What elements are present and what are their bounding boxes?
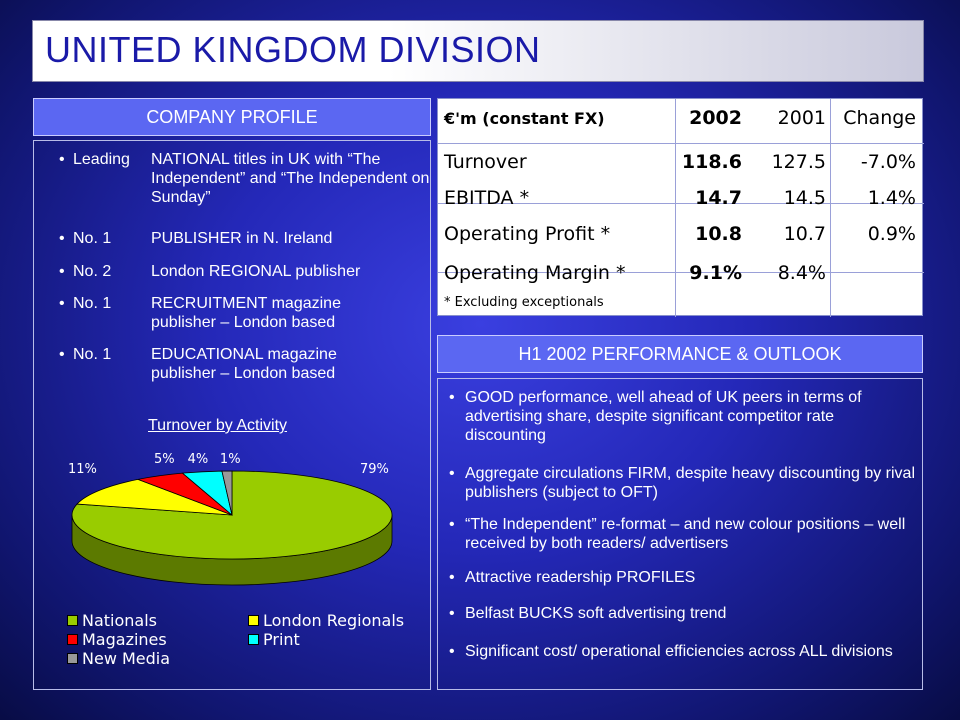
table-cell-2002: 118.6 — [681, 151, 742, 173]
table-footnote: * Excluding exceptionals — [444, 295, 604, 310]
table-cell-change: 0.9% — [867, 223, 916, 245]
legend-item-nationals: Nationals — [67, 611, 157, 630]
legend-swatch — [67, 634, 78, 645]
table-cell-2001: 14.5 — [783, 187, 826, 209]
table-cell-2001: 127.5 — [771, 151, 826, 173]
outlook-bullet: • Aggregate circulations FIRM, despite he… — [449, 465, 915, 501]
profile-bullet: • Leading NATIONAL titles in UK with “Th… — [59, 151, 430, 206]
table-cell-2001: 10.7 — [783, 223, 826, 245]
table-header-2001: 2001 — [777, 107, 826, 129]
company-profile-header: COMPANY PROFILE — [33, 98, 431, 136]
table-cell-change: -7.0% — [860, 151, 916, 173]
outlook-bullet: • Belfast BUCKS soft advertising trend — [449, 605, 727, 622]
table-header-2002: 2002 — [689, 107, 742, 129]
company-profile-panel — [33, 140, 431, 690]
title-bar: UNITED KINGDOM DIVISION — [32, 20, 924, 82]
pie-label-print: 4% — [188, 452, 209, 467]
slide-title: UNITED KINGDOM DIVISION — [45, 29, 541, 70]
table-row-label: Operating Profit * — [444, 223, 611, 245]
legend-swatch — [248, 615, 259, 626]
legend-item-print: Print — [248, 630, 300, 649]
outlook-bullet: • Significant cost/ operational efficienc… — [449, 643, 893, 660]
pie-slice-london-regionals — [76, 478, 233, 516]
table-header-label: €'m (constant FX) — [444, 109, 605, 128]
outlook-bullet: • GOOD performance, well ahead of UK peer… — [449, 389, 862, 444]
profile-bullet: • No. 2 London REGIONAL publisher — [59, 263, 361, 280]
table-row-label: EBITDA * — [444, 187, 530, 209]
pie-label-nationals: 79% — [360, 462, 389, 477]
legend-label: London Regionals — [263, 611, 405, 630]
table-cell-2001: 8.4% — [777, 262, 826, 284]
financial-table: €'m (constant FX) 2002 2001 Change Turno… — [437, 98, 924, 317]
legend-label: New Media — [82, 649, 171, 668]
legend-item-new-media: New Media — [67, 649, 170, 668]
legend-item-magazines: Magazines — [67, 630, 167, 649]
legend-swatch — [67, 653, 78, 664]
table-cell-2002: 10.8 — [695, 223, 742, 245]
table-cell-2002: 14.7 — [695, 187, 742, 209]
legend-label: Magazines — [82, 630, 167, 649]
outlook-bullet: • “The Independent” re-format – and new c… — [449, 516, 906, 552]
outlook-header: H1 2002 PERFORMANCE & OUTLOOK — [437, 335, 923, 373]
legend-label: Print — [263, 630, 300, 649]
outlook-bullet: • Attractive readership PROFILES — [449, 569, 696, 586]
pie-label-magazines: 5% — [154, 452, 175, 467]
pie-label-new-media: 1% — [220, 452, 241, 467]
outlook-panel — [437, 378, 923, 690]
pie-label-london-regionals: 11% — [68, 462, 97, 477]
legend-swatch — [248, 634, 259, 645]
table-header-change: Change — [843, 107, 916, 129]
turnover-pie-chart: 79% 11% 5% 4% 1% — [68, 452, 393, 586]
table-row-label: Turnover — [444, 151, 527, 173]
legend-label: Nationals — [82, 611, 158, 630]
table-row-label: Operating Margin * — [444, 262, 626, 284]
profile-bullet: • No. 1 RECRUITMENT magazine publisher –… — [59, 295, 341, 331]
pie-slice-new-media — [221, 470, 233, 516]
profile-bullet: • No. 1 PUBLISHER in N. Ireland — [59, 230, 333, 247]
profile-bullet: • No. 1 EDUCATIONAL magazine publisher –… — [59, 346, 337, 382]
legend-swatch — [67, 615, 78, 626]
legend-item-london-regionals: London Regionals — [248, 611, 404, 630]
chart-title: Turnover by Activity — [148, 417, 288, 434]
table-cell-change: 1.4% — [867, 187, 916, 209]
table-cell-2002: 9.1% — [689, 262, 742, 284]
